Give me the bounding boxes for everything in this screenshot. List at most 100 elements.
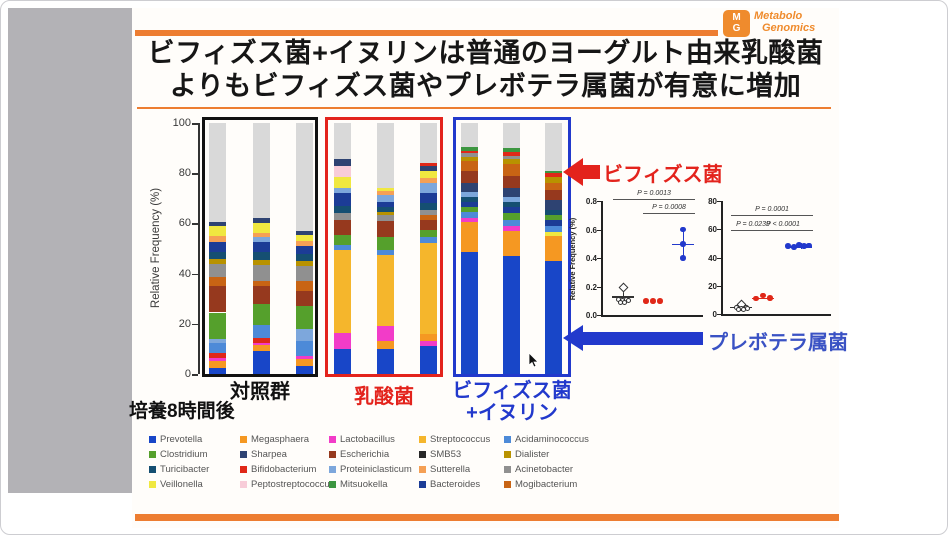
slide-title-line1: ビフィズス菌+イヌリンは普通のヨーグルト由来乳酸菌 (147, 38, 824, 68)
legend-label-Veillonella: Veillonella (160, 479, 203, 490)
segment-Acidaminococcus (334, 244, 351, 250)
slide-title: ビフィズス菌+イヌリンは普通のヨーグルト由来乳酸菌 よりもビフィズス菌やプレボテ… (134, 37, 837, 103)
segment-Acinetobacter (334, 213, 351, 220)
bifidus-arrow-icon (563, 158, 583, 186)
segment-Mogibacterium (503, 164, 520, 176)
scatter0-tickmark-0.2 (597, 286, 601, 288)
segment-Bifidobacterium (420, 163, 437, 166)
legend-label-Megasphaera: Megasphaera (251, 434, 310, 445)
segment-Clostridium (461, 207, 478, 213)
segment-Sharpea (545, 199, 562, 210)
bar-chart-tick-60: 60 (178, 217, 191, 230)
segment-Megasphaera (209, 361, 226, 368)
legend-label-Streptococcus: Streptococcus (430, 434, 491, 445)
legend-label-SMB53: SMB53 (430, 449, 462, 460)
group-box-0 (202, 117, 318, 377)
segment-Proteiniclasticum (420, 183, 437, 194)
segment-Veillonella (420, 170, 437, 179)
scatter0-tickmark-0.4 (597, 258, 601, 260)
scatter0-tick-0.6: 0.6 (585, 225, 597, 235)
scatter1-point-1-2 (767, 295, 773, 301)
legend-label-Clostridium: Clostridium (160, 449, 208, 460)
segment-Other (461, 123, 478, 147)
scatter0-point-1-1 (650, 298, 656, 304)
slide-top-rule (135, 30, 718, 36)
segment-Dialister (461, 156, 478, 161)
logo-word-line1: Metabolo (754, 10, 803, 22)
segment-Dialister (545, 176, 562, 184)
segment-Bifidobacterium (503, 151, 520, 156)
bar-chart-tickmark-20 (192, 323, 198, 326)
segment-Megasphaera (461, 222, 478, 253)
segment-Acidaminococcus (503, 219, 520, 226)
segment-Prevotella (545, 261, 562, 374)
bar-chart-y-axis (198, 123, 200, 374)
segment-Mogibacterium (253, 281, 270, 287)
segment-Turicibacter (503, 202, 520, 208)
legend-label-Bacteroides: Bacteroides (430, 479, 481, 490)
segment-Acidaminococcus (545, 225, 562, 233)
segment-Escherichia (461, 170, 478, 184)
segment-Bacteroides (253, 242, 270, 253)
legend-label-Turicibacter: Turicibacter (160, 464, 210, 475)
segment-Acidaminococcus (377, 249, 394, 255)
scatter0-tick-0.0: 0.0 (585, 311, 597, 320)
legend-swatch-Dialister (504, 451, 511, 458)
segment-Peptostreptococcus (334, 165, 351, 177)
segment-Mogibacterium (209, 277, 226, 287)
bar-chart-tick-100: 100 (172, 117, 191, 129)
segment-Sutterella (420, 178, 437, 184)
segment-Bacteroides (420, 193, 437, 204)
pvalue-line-0-1 (643, 213, 695, 214)
prevotella-arrow-body (582, 332, 703, 345)
legend-swatch-Sharpea (240, 451, 247, 458)
segment-Clostridium (253, 303, 270, 326)
segment-Sutterella (296, 240, 313, 246)
bar-chart-tickmark-80 (192, 173, 198, 175)
legend-swatch-Escherichia (329, 451, 336, 458)
prevotella-arrow-label: プレボテラ属菌 (708, 332, 848, 354)
segment-Sharpea (461, 183, 478, 193)
scatter1-tick-0: 0 (712, 310, 717, 319)
segment-Escherichia (377, 220, 394, 238)
legend-label-Sutterella: Sutterella (430, 464, 471, 475)
scatter0-point-0-5 (625, 298, 631, 304)
scatter1-tick-80: 80 (708, 197, 717, 206)
segment-Proteiniclasticum (253, 237, 270, 243)
segment-Sharpea (209, 222, 226, 226)
segment-Bifidobacterium (461, 150, 478, 154)
segment-Acidaminococcus (253, 325, 270, 338)
segment-Megasphaera (377, 341, 394, 349)
legend-label-Mitsuokella: Mitsuokella (340, 479, 388, 490)
segment-Proteiniclasticum (334, 188, 351, 194)
pvalue-line-1-2 (753, 230, 813, 231)
scatter1-mean-1 (752, 297, 774, 300)
slide-bottom-rule (135, 514, 839, 521)
segment-Veillonella (253, 223, 270, 234)
bar-chart-tick-0: 0 (184, 368, 191, 380)
segment-Prevotella (209, 367, 226, 374)
legend-label-Sharpea: Sharpea (251, 449, 287, 460)
segment-Acinetobacter (461, 153, 478, 157)
scatter1-point-2-2 (801, 243, 807, 249)
pvalue-label-0-1: P = 0.0008 (652, 204, 686, 211)
segment-Clostridium (377, 237, 394, 250)
segment-Sharpea (334, 159, 351, 166)
segment-Acinetobacter (420, 209, 437, 215)
segment-Acinetobacter (296, 266, 313, 282)
scatter0-point-1-2 (657, 298, 663, 304)
bar-chart-tickmark-60 (192, 223, 198, 225)
segment-Sutterella (377, 190, 394, 195)
scatter0-point-2-0 (680, 226, 686, 233)
segment-Megasphaera (253, 345, 270, 352)
segment-Bacteroides (334, 193, 351, 206)
segment-Escherichia (420, 219, 437, 230)
legend-swatch-Lactobacillus (329, 436, 336, 443)
scatter0-mean-0 (612, 296, 634, 298)
metabolo-genomics-logo-icon: M G (723, 10, 750, 37)
legend-swatch-Proteiniclasticum (329, 466, 336, 473)
segment-Mogibacterium (545, 183, 562, 190)
segment-Sharpea (420, 165, 437, 171)
segment-Proteiniclasticum (503, 197, 520, 203)
